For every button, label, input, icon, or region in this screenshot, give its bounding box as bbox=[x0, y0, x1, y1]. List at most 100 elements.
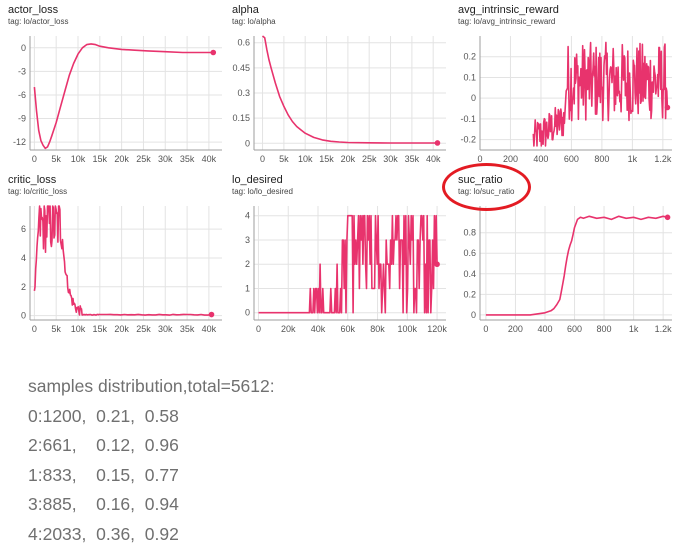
summary-row: 0:1200, 0.21, 0.58 bbox=[28, 405, 179, 426]
panel-title: critic_loss bbox=[8, 174, 57, 186]
summary-row: 2:661, 0.12, 0.96 bbox=[28, 435, 179, 455]
y-tick-label: -0.1 bbox=[460, 114, 476, 124]
x-tick-label: 25k bbox=[136, 324, 151, 334]
x-tick-label: 60k bbox=[341, 324, 356, 334]
x-tick-label: 20k bbox=[281, 324, 296, 334]
y-tick-label: -9 bbox=[18, 114, 26, 124]
series-line bbox=[258, 214, 438, 314]
panel-title: lo_desired bbox=[232, 174, 283, 186]
series-endpoint bbox=[210, 49, 217, 56]
series-line bbox=[33, 43, 214, 150]
x-tick-label: 0 bbox=[483, 324, 488, 334]
x-tick-label: 25k bbox=[136, 154, 151, 164]
y-tick-label: 1 bbox=[245, 283, 250, 293]
y-tick-label: 6 bbox=[21, 224, 26, 234]
y-tick-label: 0.2 bbox=[463, 52, 476, 62]
x-tick-label: 5k bbox=[51, 324, 61, 334]
y-tick-label: 0.4 bbox=[463, 269, 476, 279]
critic-loss-panel: critic_loss tag: lo/critic_loss 6 4 2 0 0 5k 1… bbox=[2, 174, 230, 349]
x-tick-label: 5k bbox=[279, 154, 289, 164]
panel-tag: tag: lo/alpha bbox=[232, 17, 276, 26]
x-tick-label: 10k bbox=[298, 154, 313, 164]
panel-tag: tag: lo/avg_intrinsic_reward bbox=[458, 17, 556, 26]
summary-row: 4:2033, 0.36, 0.92 bbox=[28, 523, 179, 544]
samples-summary: samples distribution,total=5612: 0:1200,… bbox=[28, 372, 275, 549]
x-tick-label: 1k bbox=[628, 154, 638, 164]
highlight-ellipse bbox=[442, 163, 531, 211]
x-tick-label: 80k bbox=[370, 324, 385, 334]
x-tick-label: 40k bbox=[426, 154, 441, 164]
x-tick-label: 800 bbox=[594, 154, 609, 164]
y-tick-label: -0.2 bbox=[460, 135, 476, 145]
x-tick-label: 20k bbox=[114, 324, 129, 334]
x-tick-label: 200 bbox=[508, 324, 523, 334]
x-tick-label: 35k bbox=[405, 154, 420, 164]
lo-desired-panel: lo_desired tag: lo/lo_desired 4 3 2 1 0 0 20k 4… bbox=[226, 174, 454, 349]
y-tick-label: 0.15 bbox=[232, 113, 250, 123]
x-tick-label: 20k bbox=[114, 154, 129, 164]
x-tick-label: 0 bbox=[256, 324, 261, 334]
y-tick-label: 0 bbox=[21, 311, 26, 321]
series-line bbox=[532, 41, 669, 147]
x-tick-label: 15k bbox=[93, 154, 108, 164]
x-tick-label: 1.2k bbox=[654, 154, 672, 164]
x-tick-label: 10k bbox=[71, 154, 86, 164]
y-tick-label: 2 bbox=[245, 259, 250, 269]
y-tick-label: 0.1 bbox=[463, 72, 476, 82]
x-tick-label: 10k bbox=[71, 324, 86, 334]
actor-loss-chart: 0 -3 -6 -9 -12 0 5k 10k 15k 20k 25k 30k 35k 40k bbox=[13, 36, 222, 164]
x-tick-label: 0 bbox=[32, 324, 37, 334]
y-tick-label: 0.2 bbox=[463, 289, 476, 299]
x-tick-label: 600 bbox=[567, 324, 582, 334]
panel-title: avg_intrinsic_reward bbox=[458, 4, 559, 16]
critic-loss-chart: 6 4 2 00 5k 10k 15k 20k 25k 30k 35k 40k bbox=[21, 205, 222, 334]
x-tick-label: 30k bbox=[158, 324, 173, 334]
y-tick-label: 4 bbox=[245, 211, 250, 221]
x-tick-label: 25k bbox=[362, 154, 377, 164]
y-tick-label: 2 bbox=[21, 282, 26, 292]
series-endpoint bbox=[664, 104, 671, 111]
x-tick-label: 0 bbox=[260, 154, 265, 164]
series-line bbox=[485, 215, 668, 316]
y-tick-label: -6 bbox=[18, 90, 26, 100]
series-endpoint bbox=[434, 261, 440, 268]
x-tick-label: 0 bbox=[32, 154, 37, 164]
y-tick-label: 0.6 bbox=[463, 248, 476, 258]
x-tick-label: 400 bbox=[533, 154, 548, 164]
y-tick-label: 0.3 bbox=[237, 88, 250, 98]
x-tick-label: 40k bbox=[311, 324, 326, 334]
x-tick-label: 40k bbox=[202, 324, 217, 334]
y-tick-label: 0 bbox=[21, 43, 26, 53]
x-tick-label: 20k bbox=[341, 154, 356, 164]
x-tick-label: 1.2k bbox=[655, 324, 673, 334]
series-line bbox=[33, 205, 212, 316]
panel-title: actor_loss bbox=[8, 4, 59, 16]
x-tick-label: 35k bbox=[180, 324, 195, 334]
panel-tag: tag: lo/critic_loss bbox=[8, 187, 68, 196]
avg-intrinsic-reward-chart: 0.20.10-0.1-0.20 200 400 600 800 1k 1.2k bbox=[460, 36, 672, 164]
summary-row: 3:885, 0.16, 0.94 bbox=[28, 494, 179, 514]
series-line bbox=[262, 35, 438, 144]
y-tick-label: 4 bbox=[21, 253, 26, 263]
lo-desired-chart: 4 3 2 1 00 20k 40k 60k 80k 100k 120k bbox=[245, 206, 447, 334]
x-tick-label: 600 bbox=[564, 154, 579, 164]
summary-header: samples distribution,total=5612: bbox=[28, 376, 275, 396]
y-tick-label: 0 bbox=[471, 310, 476, 320]
y-tick-label: -12 bbox=[13, 137, 26, 147]
y-tick-label: 0 bbox=[245, 138, 250, 148]
x-tick-label: 35k bbox=[180, 154, 195, 164]
x-tick-label: 40k bbox=[202, 154, 217, 164]
x-tick-label: 0 bbox=[477, 154, 482, 164]
series-endpoint bbox=[434, 140, 441, 146]
y-tick-label: 0.6 bbox=[237, 38, 250, 48]
x-tick-label: 15k bbox=[93, 324, 108, 334]
x-tick-label: 120k bbox=[427, 324, 447, 334]
actor-loss-panel: actor_loss tag: lo/actor_loss 0 -3 -6 -9 -12… bbox=[2, 4, 230, 179]
y-tick-label: 0 bbox=[471, 93, 476, 103]
panel-tag: tag: lo/lo_desired bbox=[232, 187, 293, 196]
x-tick-label: 30k bbox=[158, 154, 173, 164]
y-tick-label: 3 bbox=[245, 235, 250, 245]
x-tick-label: 400 bbox=[537, 324, 552, 334]
y-tick-label: 0 bbox=[245, 308, 250, 318]
alpha-panel: alpha tag: lo/alpha 0.6 0.45 0.3 0.15 0 0 5k 10… bbox=[226, 4, 454, 179]
